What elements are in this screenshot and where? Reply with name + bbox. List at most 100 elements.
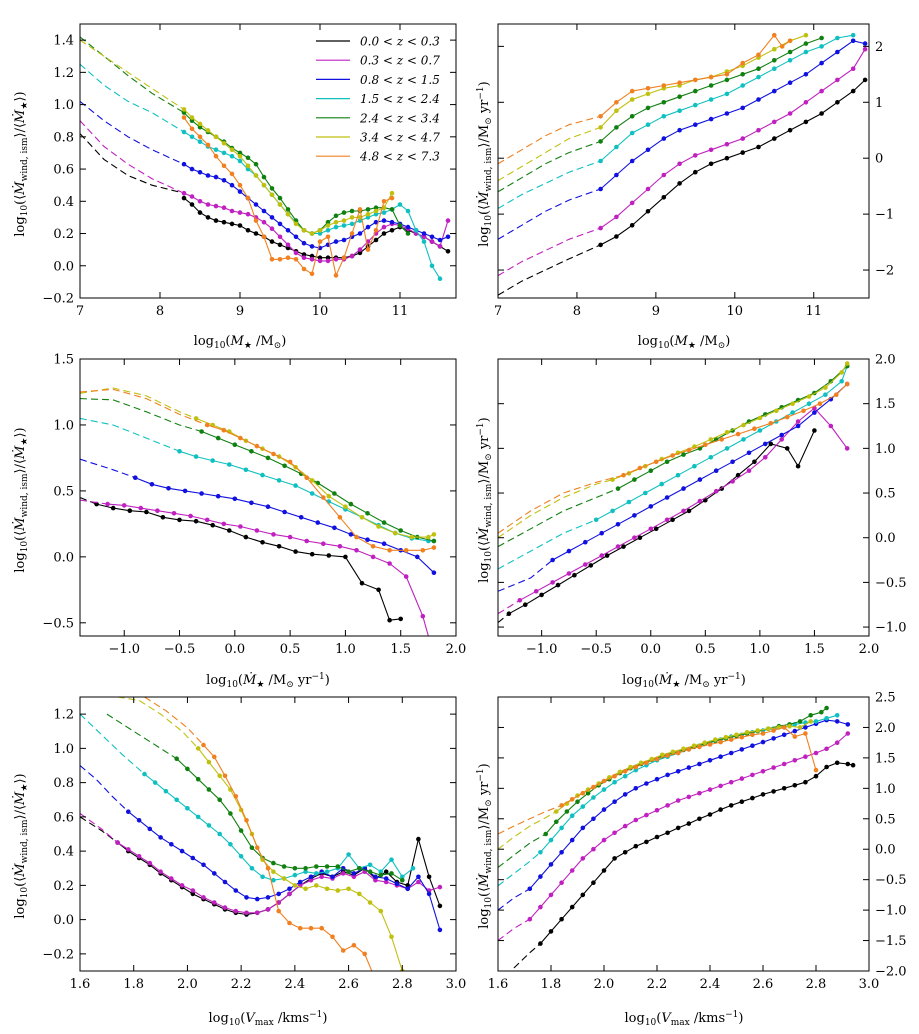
p21-series-0-point [276, 544, 282, 549]
p21-series-2-point [415, 554, 420, 560]
p22-series-0-point [686, 508, 692, 514]
p31-series-5-point [335, 888, 341, 893]
p12-panel: 7 8 9 10 11 −2 −1 0 1 2 [494, 23, 894, 319]
p21-series-3-point [260, 472, 265, 478]
p32-series-5-dashed-line [498, 811, 557, 850]
p11-series-6-point [373, 228, 379, 233]
p21-series-6-point [221, 427, 227, 433]
p11-series-6-point [293, 257, 299, 262]
p11-series-2-point [293, 234, 299, 240]
p22-series-3-dashed-line [498, 519, 597, 570]
p11-series-5-point [373, 208, 379, 214]
p12-series-1-point [862, 46, 868, 52]
p32-series-5-point [734, 732, 739, 738]
p12-series-3-point [645, 122, 651, 127]
p31-series-4-point [217, 797, 222, 803]
p31-series-1-point [383, 879, 389, 885]
p22-series-1-point [828, 423, 834, 429]
p12-series-1-point [629, 200, 635, 206]
p21-series-0-point [160, 515, 166, 520]
p32-series-6-point [654, 756, 660, 762]
p12-series-2-point [677, 127, 682, 133]
p32-series-0-point [760, 792, 766, 797]
p12-frame [497, 23, 870, 299]
p32-ytick-label: 1.0 [875, 782, 896, 797]
p21-series-0-point [177, 517, 182, 523]
p22-series-6-point [653, 459, 659, 465]
p11-series-5-point [213, 134, 219, 140]
p31-series-1-dashed-line [80, 813, 118, 844]
p12-series-3-point [708, 97, 714, 102]
p22-series-3-point [593, 517, 599, 523]
p32-series-1-point [686, 794, 692, 800]
p32-series-1-point [834, 740, 840, 745]
p31-series-6-point [319, 925, 325, 931]
p32-series-4-point [564, 809, 570, 814]
p11-series-2-point [381, 218, 387, 223]
p11-series-6-point [229, 171, 235, 177]
p11-series-0-point [389, 228, 395, 233]
p21-series-6-point [354, 534, 359, 540]
p22-series-2-dashed-line [498, 559, 553, 592]
p21-series-1-point [370, 554, 376, 560]
p11-series-5-point [301, 228, 307, 233]
p11-series-4-point [333, 213, 339, 219]
p21-series-0-point [193, 518, 199, 524]
p32-series-4-point [554, 819, 559, 825]
p31-series-4-point [346, 869, 351, 874]
p22-series-2-point [599, 530, 604, 536]
p11-series-1-dashed-line [80, 120, 185, 194]
p32-series-1-point [644, 812, 649, 818]
p32-series-4-point [819, 709, 824, 715]
p32-series-1-point [612, 830, 617, 836]
p22-series-3-point [757, 428, 763, 433]
p12-series-0-point [756, 144, 761, 150]
p21-series-2-point [182, 488, 188, 494]
p32-ytick-label: −1.0 [875, 904, 907, 919]
p32-series-2-point [760, 739, 766, 745]
p11-series-1-point [213, 203, 219, 209]
p12-xtick-label: 7 [494, 304, 502, 319]
p31-series-6-point [244, 818, 249, 823]
p31-series-3-point [142, 771, 147, 777]
p12-series-3-point [850, 32, 856, 38]
p22-series-6-point [844, 381, 850, 387]
p21-series-4-point [215, 435, 221, 441]
p22-series-1-point [681, 508, 686, 514]
p32-series-2-point [633, 786, 639, 791]
p32-series-1-point [538, 904, 543, 910]
p31-series-6-dashed-line [140, 697, 204, 746]
p21-panel: −1.0 −0.5 0.0 0.5 1.0 1.5 2.0 −0.5 0.0 0.5 1.0 1.5 [42, 353, 466, 659]
p11-series-0-point [245, 228, 251, 233]
p31-series-4-point [195, 776, 201, 782]
p31-series-5-point [292, 883, 298, 888]
p31-series-2-point [222, 879, 228, 885]
p21-series-2-point [365, 537, 370, 542]
p32-series-0-point [612, 856, 617, 861]
p21-series-5-point [426, 534, 431, 540]
p21-series-1-point [105, 501, 110, 507]
p32-series-1-point [781, 761, 787, 767]
p32-series-4-point [808, 713, 813, 718]
p11-series-3-point [317, 231, 323, 236]
p31-series-2-point [158, 835, 163, 840]
p11-series-0-point [357, 250, 363, 256]
p11-series-0-point [445, 249, 451, 254]
p12-series-0-point [819, 111, 824, 116]
p32-series-3-point [813, 719, 819, 724]
p21-series-1-point [432, 654, 437, 659]
p31-series-4-point [389, 871, 394, 876]
p22-series-0-point [653, 526, 659, 532]
p11-series-4-point [405, 231, 411, 236]
p12-series-2-point [835, 49, 840, 55]
p21-series-6-point [420, 548, 426, 553]
p12-ylabel: log10(⟨Ṁwind, ism⟩/M⊙ yr−1) [475, 81, 494, 247]
p21-series-5-point [431, 532, 437, 537]
p11-series-2-point [189, 166, 195, 172]
p32-series-2-point [718, 754, 723, 759]
p12-series-6-line [600, 34, 791, 117]
p31-series-1-point [212, 900, 217, 905]
p11-series-2-point [213, 174, 219, 180]
p11-series-0-point [237, 223, 243, 228]
p12-series-5-point [803, 32, 809, 38]
